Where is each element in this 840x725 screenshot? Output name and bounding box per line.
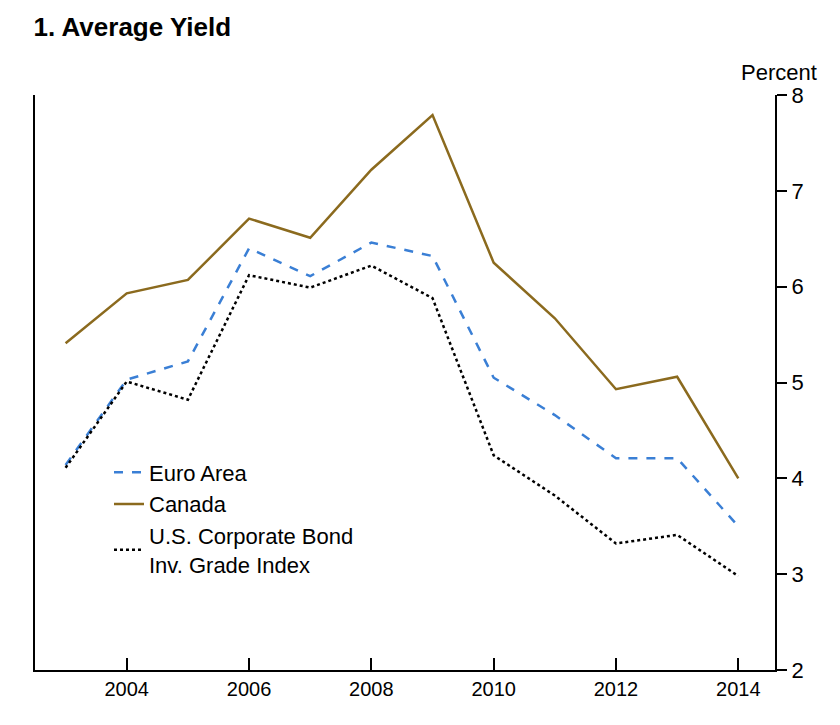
svg-text:2006: 2006 — [227, 678, 271, 700]
svg-text:2004: 2004 — [104, 678, 148, 700]
svg-text:2008: 2008 — [349, 678, 394, 700]
svg-text:4: 4 — [791, 466, 803, 491]
svg-text:2014: 2014 — [716, 678, 761, 700]
svg-text:Euro Area: Euro Area — [149, 461, 248, 486]
svg-text:3: 3 — [791, 562, 803, 587]
svg-text:2: 2 — [791, 658, 803, 683]
svg-text:Canada: Canada — [149, 492, 227, 517]
svg-text:U.S. Corporate BondInv. Grade: U.S. Corporate BondInv. Grade Index — [149, 524, 353, 578]
svg-text:5: 5 — [791, 370, 803, 395]
svg-text:2010: 2010 — [471, 678, 516, 700]
svg-text:1. Average Yield: 1. Average Yield — [34, 12, 232, 42]
svg-text:8: 8 — [791, 83, 803, 108]
svg-text:Percent: Percent — [741, 60, 817, 85]
svg-text:6: 6 — [791, 274, 803, 299]
svg-text:7: 7 — [791, 179, 803, 204]
svg-text:2012: 2012 — [594, 678, 639, 700]
